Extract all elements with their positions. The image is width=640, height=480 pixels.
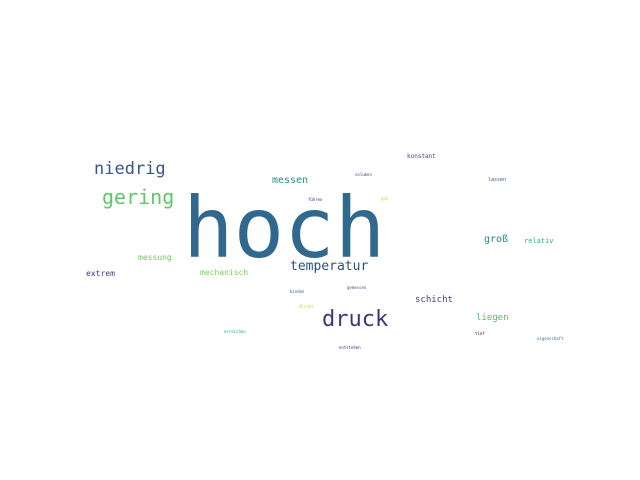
word-gross: groß xyxy=(484,234,509,245)
word-binden: binden xyxy=(290,289,305,294)
word-direkt: direkt xyxy=(299,304,314,309)
word-gering: gering xyxy=(102,185,175,209)
word-gemessen: gemessen xyxy=(347,285,367,290)
word-niedrig: niedrig xyxy=(94,159,166,179)
word-messung: messung xyxy=(138,253,172,262)
word-liegen: liegen xyxy=(476,313,509,323)
word-fuehren: führen xyxy=(308,197,323,202)
word-konstant: konstant xyxy=(407,153,436,160)
word-temperatur: temperatur xyxy=(290,259,369,274)
word-lassen: lassen xyxy=(488,177,507,183)
word-tief: tief xyxy=(475,331,485,336)
word-extrem: extrem xyxy=(86,269,115,278)
word-entstehen: entstehen xyxy=(339,345,361,350)
word-relativ: relativ xyxy=(524,237,554,245)
word-mechanisch: mechanisch xyxy=(200,268,249,277)
word-volumen: volumen xyxy=(355,172,372,177)
word-schicht: schicht xyxy=(415,295,453,305)
word-druck: druck xyxy=(322,307,389,332)
word-eigenschaft: eigenschaft xyxy=(537,336,564,341)
word-hoch: hoch xyxy=(183,179,386,277)
word-gut: gut xyxy=(381,196,389,201)
word-erreichen: erreichen xyxy=(224,329,246,334)
word-messen: messen xyxy=(272,175,309,186)
